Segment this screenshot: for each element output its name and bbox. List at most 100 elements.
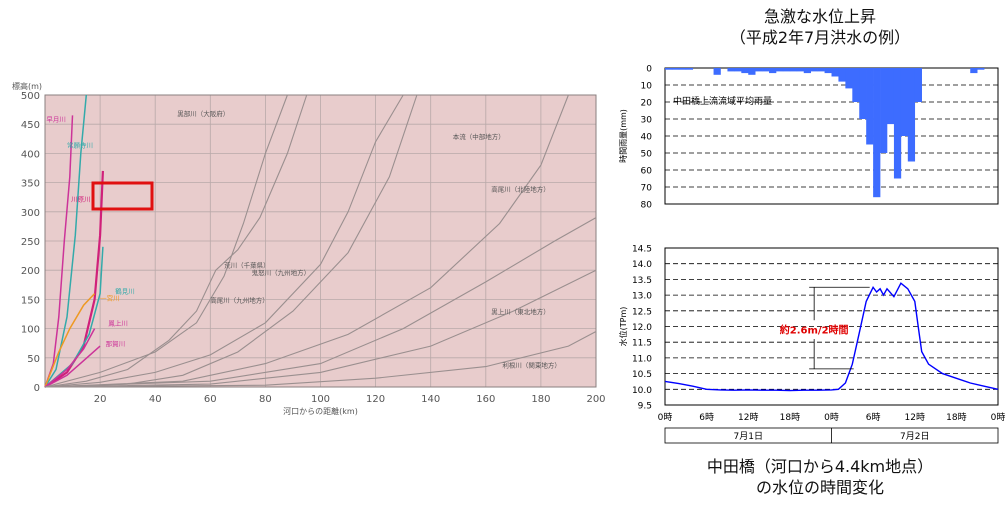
level-x-tick-label: 18時: [780, 412, 800, 423]
rain-bar: [713, 68, 721, 75]
level-y-tick-label: 12.0: [632, 323, 652, 333]
river-profile-line-3: [44, 246, 104, 388]
level-x-tick-label: 12時: [738, 412, 758, 423]
left-y-tick-label: 100: [21, 325, 40, 336]
rain-bar: [810, 68, 818, 72]
date-label: 7月2日: [900, 431, 929, 442]
rain-bar: [789, 68, 798, 72]
rain-bar: [873, 68, 881, 198]
level-y-tick-label: 11.0: [632, 354, 652, 364]
rain-bar: [838, 68, 846, 82]
rain-bar: [866, 68, 874, 145]
left-y-tick-label: 400: [21, 149, 40, 160]
river-profile-line-9: [44, 94, 404, 388]
river-label-2: 川原川: [71, 195, 91, 203]
left-x-tick-label: 140: [421, 394, 440, 405]
river-profile-line-4: [44, 293, 96, 388]
rain-y-tick-label: 10: [641, 82, 653, 92]
rain-bar: [914, 68, 922, 102]
rain-bar: [887, 68, 895, 125]
river-profile-line-7: [44, 94, 288, 388]
level-y-tick-label: 11.5: [632, 339, 652, 349]
level-y-tick-label: 13.5: [632, 276, 652, 286]
rain-bar: [970, 68, 978, 74]
level-y-axis-label: 水位(TPm): [618, 307, 628, 347]
left-plot-frame: [44, 94, 597, 388]
rain-bar: [769, 68, 777, 74]
rain-y-tick-label: 30: [641, 116, 653, 126]
highlight-box: [91, 181, 154, 211]
river-profile-line-14: [44, 331, 597, 388]
water-level-line: [664, 282, 999, 392]
left-y-tick-label: 350: [21, 179, 40, 190]
rain-y-tick-label: 20: [641, 99, 653, 109]
rain-bar: [845, 68, 853, 89]
rain-bar: [678, 68, 687, 70]
rain-bar: [880, 68, 888, 153]
level-y-tick-label: 14.5: [632, 245, 652, 255]
left-y-tick-label: 150: [21, 295, 40, 306]
rain-y-tick-label: 40: [641, 133, 653, 143]
river-profile-line-13: [44, 269, 597, 388]
rain-chart-title: 中田橋上流流域平均雨量: [673, 95, 772, 107]
rain-bar: [817, 68, 825, 72]
river-label-14: 利根川（関東地方）: [502, 361, 560, 370]
left-y-tick-label: 0: [34, 383, 40, 394]
river-label-13: 黒上川（東北地方）: [491, 307, 550, 316]
river-label-1: 常願寺川: [67, 141, 93, 150]
date-label: 7月1日: [734, 431, 763, 442]
level-plot-frame: [664, 247, 999, 406]
left-x-tick-label: 180: [531, 394, 550, 405]
rain-y-axis-label: 時間雨量(mm): [619, 109, 628, 163]
river-profile-line-2: [44, 170, 104, 388]
left-y-tick-label: 200: [21, 266, 40, 277]
river-label-5: 鳳上川: [108, 319, 128, 328]
river-label-6: 那賀川: [106, 339, 126, 348]
river-label-4: 一宮川: [100, 294, 120, 303]
left-y-tick-label: 50: [27, 354, 40, 365]
rain-y-tick-label: 0: [646, 65, 652, 75]
right-chart-caption: 中田橋（河口から4.4km地点） の水位の時間変化: [640, 456, 1000, 498]
level-x-tick-label: 0時: [824, 412, 839, 423]
left-y-tick-label: 300: [21, 208, 40, 219]
level-x-tick-label: 6時: [866, 412, 881, 423]
level-x-tick-label: 18時: [946, 412, 966, 423]
river-profile-line-1: [44, 94, 88, 388]
rain-bar: [859, 68, 867, 119]
level-x-tick-label: 6時: [699, 412, 714, 423]
river-profile-line-6: [44, 345, 101, 388]
rain-bar: [977, 68, 985, 70]
river-label-0: 早月川: [46, 115, 66, 123]
rain-bar: [734, 68, 742, 72]
left-y-tick-label: 250: [21, 237, 40, 248]
level-y-tick-label: 10.5: [632, 370, 652, 380]
left-x-tick-label: 60: [204, 394, 217, 405]
rain-bar: [776, 68, 784, 72]
rain-bar: [755, 68, 763, 72]
rain-bar: [685, 68, 694, 70]
river-profile-line-12: [44, 217, 597, 388]
rain-y-tick-label: 60: [641, 167, 653, 177]
level-x-tick-label: 12時: [905, 412, 925, 423]
rain-y-tick-label: 50: [641, 150, 653, 160]
river-label-10: 高尾川（九州地方）: [210, 295, 268, 304]
rain-plot-frame: [664, 67, 999, 205]
rain-bar: [852, 68, 860, 102]
rain-bar: [900, 68, 909, 136]
rain-bar: [748, 68, 756, 75]
rain-bar: [893, 68, 902, 179]
left-x-tick-label: 200: [586, 394, 605, 405]
left-x-tick-label: 120: [366, 394, 385, 405]
level-y-tick-label: 12.5: [632, 307, 652, 317]
rise-annotation: 約2.6m/2時間: [780, 324, 849, 337]
rain-bar: [762, 68, 770, 72]
river-label-12: 高尾川（北陸地方）: [491, 184, 550, 193]
rain-bar: [907, 68, 916, 162]
river-label-3: 鶴見川: [115, 287, 135, 296]
left-x-tick-label: 20: [94, 394, 107, 405]
level-y-tick-label: 13.0: [632, 292, 652, 302]
rain-bar: [803, 68, 811, 74]
river-label-8: 荒川（千葉県）: [224, 260, 270, 269]
right-caption-line-1: 中田橋（河口から4.4km地点）: [706, 457, 934, 476]
